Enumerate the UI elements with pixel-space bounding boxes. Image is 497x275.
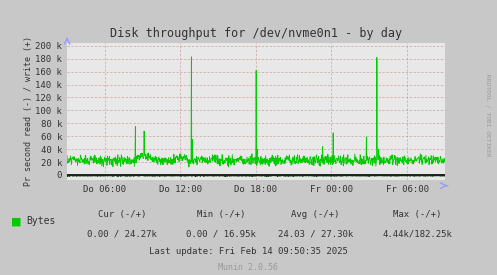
Text: 24.03 / 27.30k: 24.03 / 27.30k (278, 230, 353, 238)
Text: 4.44k/182.25k: 4.44k/182.25k (383, 230, 452, 238)
Y-axis label: Pr second read (-) / write (+): Pr second read (-) / write (+) (23, 36, 33, 186)
Text: Cur (-/+): Cur (-/+) (97, 210, 146, 219)
Text: 0.00 / 24.27k: 0.00 / 24.27k (87, 230, 157, 238)
Text: Last update: Fri Feb 14 09:50:35 2025: Last update: Fri Feb 14 09:50:35 2025 (149, 248, 348, 256)
Text: Munin 2.0.56: Munin 2.0.56 (219, 263, 278, 272)
Title: Disk throughput for /dev/nvme0n1 - by day: Disk throughput for /dev/nvme0n1 - by da… (110, 27, 402, 40)
Text: Avg (-/+): Avg (-/+) (291, 210, 340, 219)
Text: Bytes: Bytes (26, 216, 55, 226)
Text: Max (-/+): Max (-/+) (393, 210, 442, 219)
Text: 0.00 / 16.95k: 0.00 / 16.95k (186, 230, 256, 238)
Text: ■: ■ (11, 216, 21, 226)
Text: Min (-/+): Min (-/+) (197, 210, 246, 219)
Text: RRDTOOL / TOBI OETIKER: RRDTOOL / TOBI OETIKER (486, 74, 491, 157)
